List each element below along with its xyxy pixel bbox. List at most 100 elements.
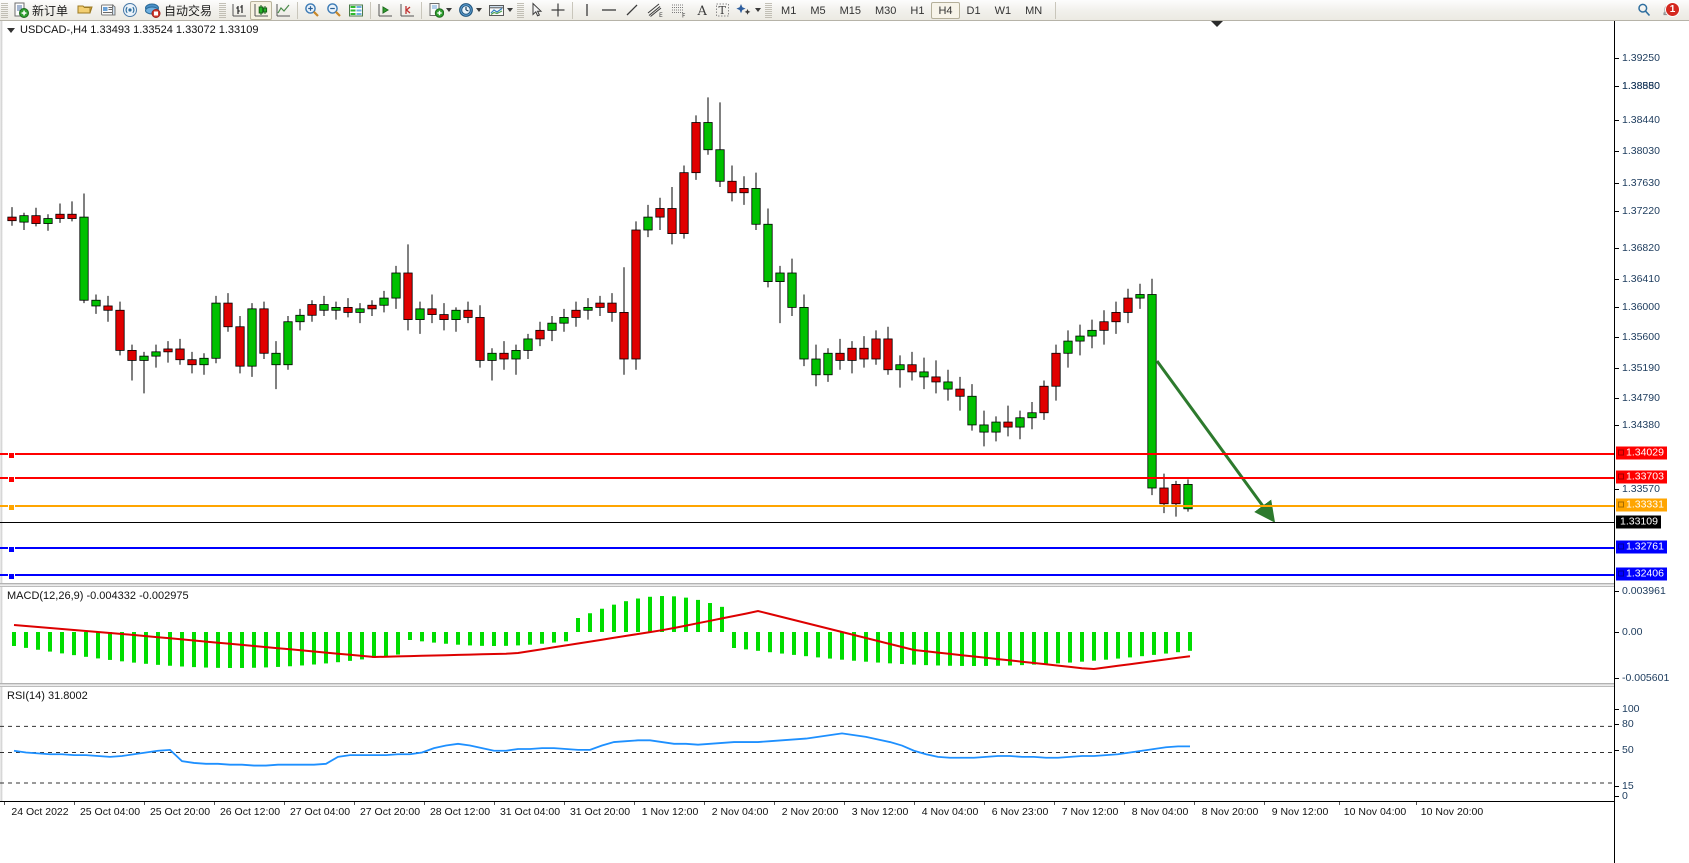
- rsi-label: RSI(14) 31.8002: [7, 690, 88, 702]
- bar-chart-button[interactable]: [228, 1, 250, 20]
- text-button[interactable]: A: [691, 1, 712, 20]
- price-level-resistance-1[interactable]: [0, 452, 1614, 459]
- price-level-target-1[interactable]: [0, 546, 1614, 553]
- svg-text:E: E: [659, 12, 663, 18]
- equidistant-channel-button[interactable]: E: [643, 1, 667, 20]
- timeframe-grip[interactable]: [765, 1, 773, 19]
- search-button[interactable]: [1633, 1, 1655, 20]
- time-tick: [914, 802, 915, 805]
- news-icon-button[interactable]: [97, 1, 119, 20]
- timeframe-d1[interactable]: D1: [966, 4, 981, 17]
- notifications-button[interactable]: 1: [1657, 1, 1683, 20]
- horizontal-line-button[interactable]: [597, 1, 621, 20]
- signal-icon-button[interactable]: [119, 1, 141, 20]
- price-level-current-price[interactable]: [0, 522, 1614, 523]
- timeframe-m15[interactable]: M15: [839, 4, 861, 17]
- trend-arrow-annotation[interactable]: [0, 21, 1614, 564]
- chart-tools-grip[interactable]: [219, 1, 227, 19]
- rsi-series: [0, 725, 1614, 784]
- price-level-resistance-2[interactable]: [0, 476, 1614, 483]
- time-axis[interactable]: 24 Oct 2022 25 Oct 04:00 25 Oct 20:00 26 Oc…: [0, 801, 1614, 863]
- timeframe-m30[interactable]: M30: [875, 4, 897, 17]
- price-level-handle[interactable]: [8, 546, 15, 553]
- text-label-button[interactable]: T: [712, 1, 733, 20]
- timeframe-h1[interactable]: H1: [910, 4, 925, 17]
- price-tag-value: 1.33331: [1626, 498, 1664, 511]
- time-axis-label: 27 Oct 20:00: [359, 806, 421, 818]
- time-axis-label: 3 Nov 12:00: [851, 806, 909, 818]
- svg-text:F: F: [682, 13, 686, 19]
- fibonacci-button[interactable]: F: [667, 1, 691, 20]
- time-tick: [4, 802, 5, 805]
- templates-button[interactable]: [485, 1, 516, 20]
- axis-tick: [1615, 58, 1619, 59]
- axis-label: 1.33570: [1622, 483, 1660, 495]
- auto-trading-button[interactable]: 自动交易: [141, 1, 218, 20]
- vertical-line-button[interactable]: [576, 1, 597, 20]
- timeframe-w1[interactable]: W1: [994, 4, 1012, 17]
- horizontal-line-icon: [600, 2, 618, 18]
- price-level-handle[interactable]: [8, 476, 15, 483]
- line-chart-button[interactable]: [272, 1, 294, 20]
- time-tick: [354, 802, 355, 805]
- new-order-button[interactable]: 新订单: [10, 1, 74, 20]
- toolbar-grip[interactable]: [1, 1, 8, 19]
- chart-menu-chevron-down-icon[interactable]: [7, 27, 15, 33]
- shapes-chevron-down-icon[interactable]: [755, 8, 762, 12]
- chart-container[interactable]: USDCAD-,H4 1.33493 1.33524 1.33072 1.331…: [0, 21, 1689, 863]
- pane-left-border: [0, 21, 3, 801]
- time-axis-label: 2 Nov 04:00: [711, 806, 769, 818]
- axis-tick: [1615, 86, 1619, 87]
- templates-chevron-down-icon[interactable]: [507, 8, 514, 12]
- axis-tick: [1615, 750, 1619, 751]
- shapes-icon: [736, 2, 753, 18]
- auto-scroll-button[interactable]: [396, 1, 418, 20]
- candlestick-chart-button[interactable]: [250, 0, 273, 20]
- time-axis-label: 25 Oct 04:00: [79, 806, 141, 818]
- price-level-entry-level[interactable]: [0, 504, 1614, 511]
- add-indicator-icon: [428, 2, 445, 18]
- zoom-out-button[interactable]: [323, 1, 345, 20]
- axis-tick: [1615, 398, 1619, 399]
- axis-tick: [1615, 211, 1619, 212]
- data-window-button[interactable]: [345, 1, 367, 20]
- price-level-handle[interactable]: [8, 504, 15, 511]
- axis-tick: [1615, 279, 1619, 280]
- timeframe-mn[interactable]: MN: [1025, 4, 1043, 17]
- price-level-target-2[interactable]: [0, 573, 1614, 580]
- timeframe-h4[interactable]: H4: [931, 1, 960, 19]
- period-chevron-down-icon[interactable]: [476, 8, 483, 12]
- timeframe-m5[interactable]: M5: [810, 4, 826, 17]
- scroll-start-button[interactable]: [374, 1, 396, 20]
- new-order-icon: [13, 2, 29, 18]
- price-level-handle[interactable]: [8, 452, 15, 459]
- price-axis[interactable]: 1.39250 1.38850 1.38580 1.38440 1.38030 1.376…: [1614, 21, 1689, 863]
- add-indicator-chevron-down-icon[interactable]: [446, 8, 453, 12]
- axis-label: 100: [1622, 703, 1640, 715]
- zoom-in-button[interactable]: [301, 1, 323, 20]
- macd-subwindow[interactable]: MACD(12,26,9) -0.004332 -0.002975: [0, 587, 1614, 683]
- drawing-tools-grip[interactable]: [517, 1, 525, 19]
- axis-tick: [1615, 120, 1619, 121]
- add-indicator-button[interactable]: [425, 1, 455, 20]
- line-chart-icon: [275, 3, 291, 18]
- trendline-button[interactable]: [621, 1, 643, 20]
- chart-symbol-header[interactable]: USDCAD-,H4 1.33493 1.33524 1.33072 1.331…: [7, 24, 259, 36]
- price-level-handle[interactable]: [8, 573, 15, 580]
- time-tick: [284, 802, 285, 805]
- axis-label: 15: [1622, 780, 1634, 792]
- axis-tick: [1615, 425, 1619, 426]
- rsi-subwindow[interactable]: RSI(14) 31.8002: [0, 687, 1614, 801]
- price-tag-marker-icon: [1618, 543, 1624, 550]
- cursor-button[interactable]: [526, 1, 547, 20]
- auto-trading-label: 自动交易: [164, 3, 213, 18]
- crosshair-button[interactable]: [547, 1, 569, 20]
- time-tick: [984, 802, 985, 805]
- shapes-button[interactable]: [733, 1, 764, 20]
- zoom-out-icon: [326, 2, 342, 18]
- time-axis-label: 4 Nov 04:00: [921, 806, 979, 818]
- time-axis-label: 2 Nov 20:00: [781, 806, 839, 818]
- history-icon-button[interactable]: [74, 1, 97, 20]
- timeframe-m1[interactable]: M1: [781, 4, 797, 17]
- period-button[interactable]: [455, 1, 485, 20]
